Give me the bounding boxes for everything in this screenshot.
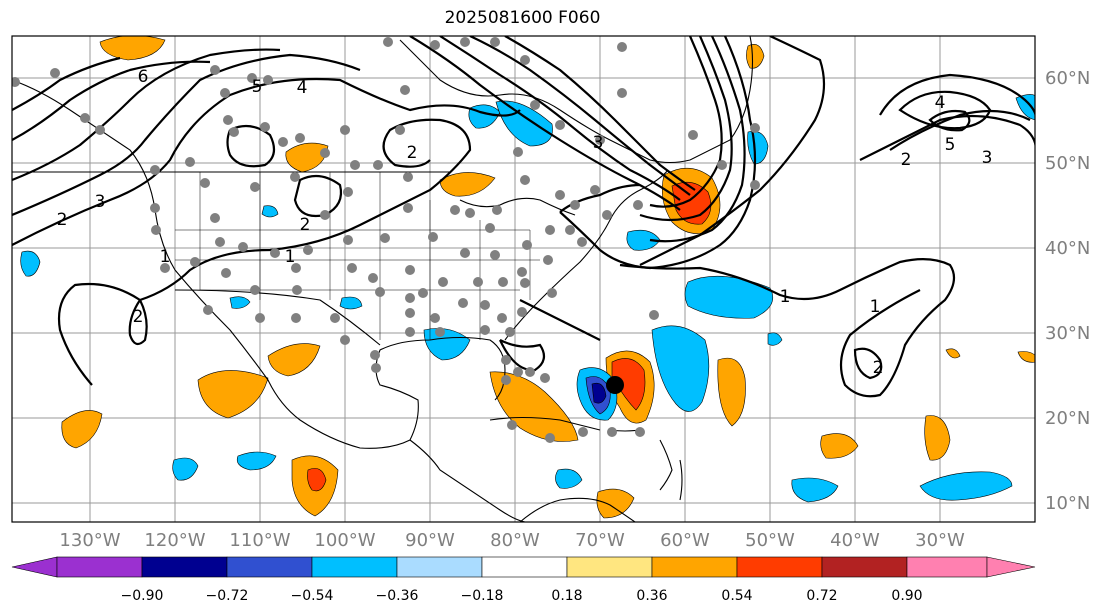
lat-label: 60°N [1045, 68, 1090, 89]
contour-label: 2 [901, 150, 912, 170]
lon-label: 130°W [59, 530, 120, 551]
colorbar-tick-label: 0.36 [636, 588, 667, 604]
contour-label: 4 [297, 78, 308, 98]
colorbar-tick-label: 0.90 [891, 588, 922, 604]
contour-label: 5 [945, 135, 956, 155]
colorbar-tick-label: −0.90 [121, 588, 164, 604]
colorbar-segment [566, 556, 653, 578]
colorbar-segment [226, 556, 313, 578]
station-dots [12, 37, 760, 443]
contour-label: 1 [870, 297, 881, 317]
contour-label: 3 [95, 192, 106, 212]
colorbar-tick-label: 0.72 [806, 588, 837, 604]
lon-label: 50°W [745, 530, 795, 551]
lon-label: 30°W [915, 530, 965, 551]
colorbar-segment [141, 556, 228, 578]
colorbar [11, 556, 1036, 578]
colorbar-tick-label: −0.72 [206, 588, 249, 604]
contour-label: 3 [593, 133, 604, 153]
lon-label: 60°W [660, 530, 710, 551]
longitude-labels: 130°W 120°W 110°W 100°W 90°W 80°W 70°W 6… [59, 530, 965, 551]
colorbar-segment [736, 556, 823, 578]
colorbar-segment [311, 556, 398, 578]
contour-label: 5 [252, 77, 263, 97]
lon-label: 100°W [314, 530, 375, 551]
colorbar-extend-high [986, 556, 1036, 578]
colorbar-ticks: −0.90 −0.72 −0.54 −0.36 −0.18 0.18 0.36 … [121, 588, 923, 604]
lon-label: 80°W [490, 530, 540, 551]
colorbar-segment [481, 556, 568, 578]
colorbar-tick-label: −0.18 [461, 588, 504, 604]
colorbar-segment [56, 556, 143, 578]
contour-label: 6 [138, 67, 149, 87]
lat-label: 30°N [1045, 323, 1090, 344]
lon-label: 40°W [830, 530, 880, 551]
map-frame [11, 35, 1036, 523]
lat-label: 50°N [1045, 153, 1090, 174]
colorbar-tick-label: −0.36 [376, 588, 419, 604]
lon-label: 110°W [229, 530, 290, 551]
lat-label: 40°N [1045, 238, 1090, 259]
colorbar-segment [396, 556, 483, 578]
lon-label: 90°W [405, 530, 455, 551]
contour-label: 1 [285, 247, 296, 267]
contour-label: 2 [57, 210, 68, 230]
colorbar-extend-low [11, 556, 58, 578]
colorbar-segment [906, 556, 988, 578]
contour-label: 3 [982, 148, 993, 168]
contour-label: 2 [133, 307, 144, 327]
anomaly-fills [20, 36, 1035, 519]
colorbar-segment [821, 556, 908, 578]
lon-label: 120°W [144, 530, 205, 551]
latitude-labels: 60°N 50°N 40°N 30°N 20°N 10°N [1045, 68, 1090, 514]
contour-label: 2 [407, 143, 418, 163]
contour-label: 4 [935, 93, 946, 113]
colorbar-tick-label: −0.54 [291, 588, 334, 604]
colorbar-tick-label: 0.18 [551, 588, 582, 604]
map-title: 2025081600 F060 [444, 8, 601, 28]
lat-label: 20°N [1045, 408, 1090, 429]
contour-label: 1 [780, 287, 791, 307]
colorbar-tick-label: 0.54 [721, 588, 752, 604]
coastlines [12, 36, 754, 522]
storm-center-marker [606, 376, 624, 394]
lat-label: 10°N [1045, 493, 1090, 514]
contour-label: 2 [300, 215, 311, 235]
contour-labels: 6 5 4 3 2 2 1 1 1 2 2 4 5 3 2 3 2 1 [57, 67, 993, 378]
contour-label: 1 [160, 247, 171, 267]
colorbar-segment [651, 556, 738, 578]
contours [12, 36, 1035, 398]
contour-label: 2 [873, 358, 884, 378]
lon-label: 70°W [575, 530, 625, 551]
